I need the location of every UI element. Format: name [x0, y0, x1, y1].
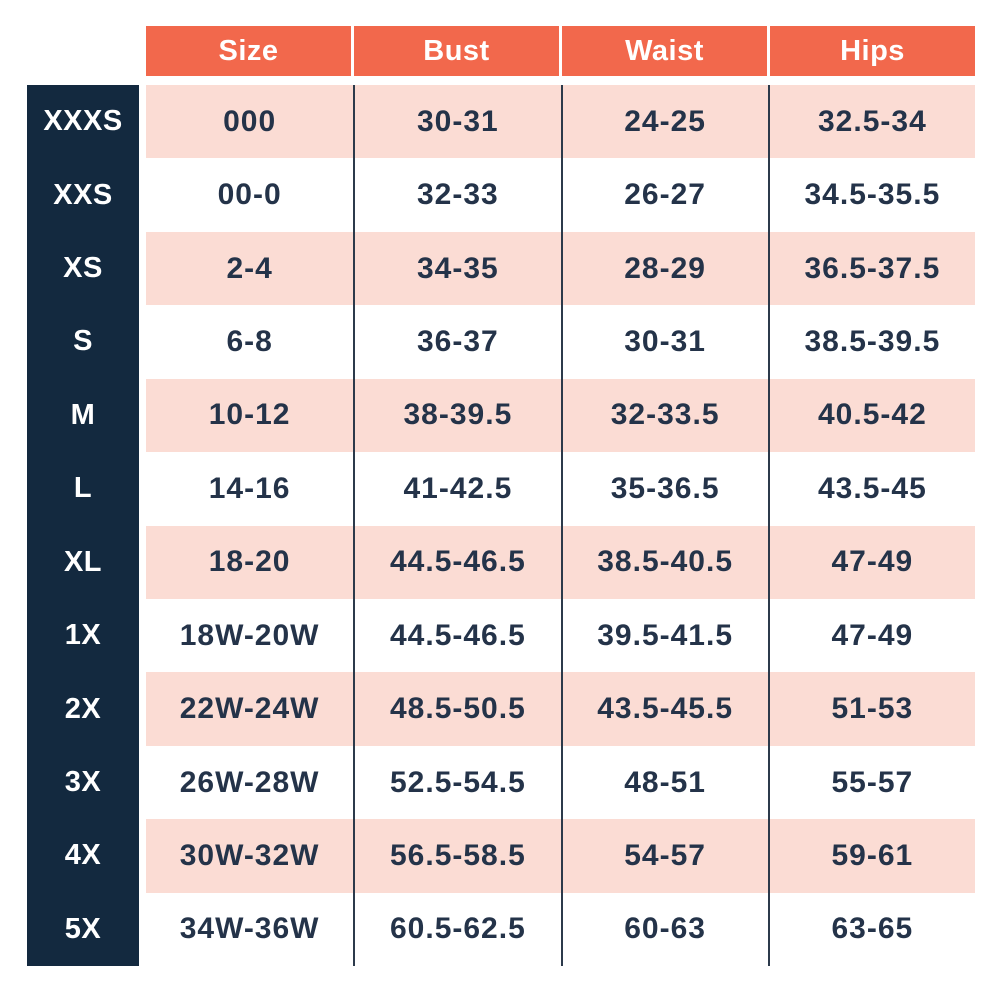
waist-cell: 35-36.5 [560, 452, 768, 526]
hips-cell: 40.5-42 [767, 378, 975, 453]
hips-cell: 63-65 [767, 892, 975, 967]
row-label: 3X [64, 766, 102, 798]
size-cell: 22W-24W [179, 692, 320, 726]
hips-cell: 43.5-45 [767, 452, 975, 526]
data-grid: 000 30-31 24-25 32.5-34 00-0 32-33 26-27… [146, 85, 975, 967]
table-row: 000 30-31 24-25 32.5-34 [146, 85, 975, 159]
size-cell: 000 [223, 104, 277, 138]
column-header-waist: Waist [562, 26, 767, 76]
table-row: 18-20 44.5-46.5 38.5-40.5 47-49 [146, 525, 975, 599]
bust-cell: 34-35 [353, 231, 560, 306]
bust-cell: 44.5-46.5 [353, 525, 560, 599]
hips-cell: 38.5-39.5 [767, 305, 975, 379]
waist-cell: 60-63 [560, 892, 768, 967]
row-label: XXXS [43, 105, 123, 138]
waist-cell: 48-51 [560, 745, 768, 820]
size-cell: 30W-32W [179, 838, 320, 872]
size-cell: 10-12 [208, 398, 291, 432]
row-label: XL [63, 545, 103, 578]
size-cell: 6-8 [226, 324, 273, 358]
hips-cell: 36.5-37.5 [767, 231, 975, 306]
row-label: XS [63, 252, 103, 285]
waist-cell: 32-33.5 [560, 378, 768, 453]
bust-cell: 60.5-62.5 [353, 892, 560, 967]
bust-cell: 32-33 [353, 158, 560, 232]
hips-cell: 59-61 [767, 819, 975, 893]
bust-cell: 30-31 [353, 85, 560, 159]
header-row: Size Bust Waist Hips [146, 26, 975, 76]
waist-cell: 28-29 [560, 231, 768, 306]
bust-cell: 52.5-54.5 [353, 745, 560, 820]
table-row: 10-12 38-39.5 32-33.5 40.5-42 [146, 378, 975, 453]
bust-cell: 44.5-46.5 [353, 598, 560, 673]
hips-cell: 34.5-35.5 [767, 158, 975, 232]
hips-cell: 55-57 [767, 745, 975, 820]
hips-cell: 47-49 [767, 525, 975, 599]
waist-cell: 54-57 [560, 819, 768, 893]
waist-cell: 26-27 [560, 158, 768, 232]
size-cell: 2-4 [226, 251, 273, 285]
row-label: 2X [64, 692, 102, 725]
column-header-bust: Bust [354, 26, 559, 76]
table-body: XXXS XXS XS S M L XL 1X 2X 3X 4X 5X 000 … [27, 85, 975, 967]
hips-cell: 51-53 [767, 672, 975, 746]
bust-cell: 41-42.5 [353, 452, 560, 526]
row-label-column: XXXS XXS XS S M L XL 1X 2X 3X 4X 5X [27, 85, 139, 966]
waist-cell: 24-25 [560, 85, 768, 159]
bust-cell: 56.5-58.5 [353, 819, 560, 893]
table-row: 26W-28W 52.5-54.5 48-51 55-57 [146, 745, 975, 820]
row-label: 1X [64, 619, 102, 652]
bust-cell: 36-37 [353, 305, 560, 379]
size-cell: 34W-36W [179, 912, 320, 946]
bust-cell: 38-39.5 [353, 378, 560, 453]
hips-cell: 47-49 [767, 598, 975, 673]
size-cell: 00-0 [217, 178, 282, 212]
size-cell: 26W-28W [179, 765, 320, 799]
row-label: S [73, 325, 93, 358]
table-row: 6-8 36-37 30-31 38.5-39.5 [146, 305, 975, 379]
table-row: 34W-36W 60.5-62.5 60-63 63-65 [146, 892, 975, 967]
waist-cell: 39.5-41.5 [560, 598, 768, 673]
row-label: 4X [64, 839, 102, 872]
size-cell: 14-16 [208, 471, 291, 505]
size-cell: 18-20 [208, 545, 291, 579]
row-label: M [70, 398, 96, 431]
table-row: 18W-20W 44.5-46.5 39.5-41.5 47-49 [146, 598, 975, 673]
table-row: 14-16 41-42.5 35-36.5 43.5-45 [146, 452, 975, 526]
waist-cell: 43.5-45.5 [560, 672, 768, 746]
table-row: 00-0 32-33 26-27 34.5-35.5 [146, 158, 975, 232]
row-label: L [73, 472, 93, 505]
hips-cell: 32.5-34 [767, 85, 975, 159]
table-row: 2-4 34-35 28-29 36.5-37.5 [146, 231, 975, 306]
waist-cell: 38.5-40.5 [560, 525, 768, 599]
size-cell: 18W-20W [179, 618, 320, 652]
row-label: XXS [53, 178, 113, 211]
bust-cell: 48.5-50.5 [353, 672, 560, 746]
column-header-size: Size [146, 26, 351, 76]
column-header-hips: Hips [770, 26, 975, 76]
table-row: 22W-24W 48.5-50.5 43.5-45.5 51-53 [146, 672, 975, 746]
row-label: 5X [64, 912, 102, 945]
size-chart-table: Size Bust Waist Hips XXXS XXS XS S M L X… [27, 26, 975, 967]
waist-cell: 30-31 [560, 305, 768, 379]
table-row: 30W-32W 56.5-58.5 54-57 59-61 [146, 819, 975, 893]
